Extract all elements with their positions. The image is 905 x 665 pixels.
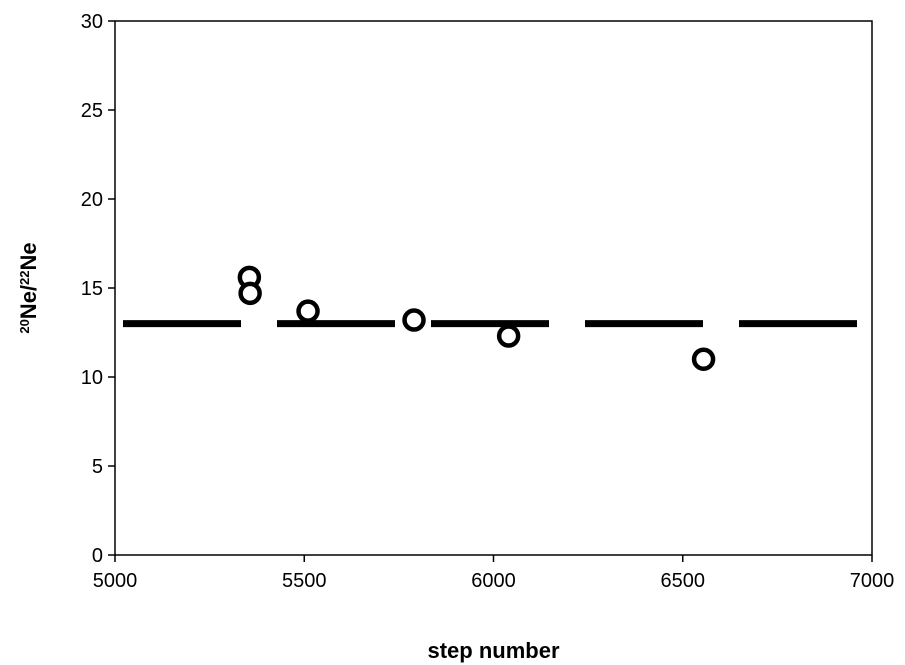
plot-frame — [114, 20, 873, 556]
x-tick-label: 7000 — [850, 570, 895, 592]
data-point — [402, 308, 426, 332]
x-axis: 5000 5500 6000 6500 7000 — [93, 555, 895, 592]
y-tick-label: 20 — [81, 189, 103, 211]
y-tick-label: 25 — [81, 100, 103, 122]
x-axis-title: step number — [427, 638, 559, 663]
y-tick-label: 5 — [92, 456, 103, 478]
data-point — [496, 324, 521, 348]
y-axis-title-sup2: 22 — [17, 270, 32, 284]
data-point — [296, 299, 320, 323]
y-axis-title: 20Ne/22Ne — [16, 242, 41, 333]
y-tick-label: 10 — [81, 367, 103, 389]
y-axis-title-sup1: 20 — [17, 319, 32, 333]
data-point — [238, 281, 262, 306]
y-axis-title-part1: Ne/ — [16, 285, 41, 319]
y-axis-title-part2: Ne — [16, 242, 41, 270]
x-tick-label: 5000 — [93, 570, 138, 592]
x-tick-label: 6000 — [471, 570, 516, 592]
y-tick-label: 30 — [81, 11, 103, 33]
x-tick-label: 6500 — [661, 570, 706, 592]
plot-area — [114, 20, 873, 556]
y-tick-label: 0 — [92, 545, 103, 567]
y-axis: 0 5 10 15 20 25 30 — [81, 11, 115, 567]
data-points — [237, 265, 716, 371]
x-tick-label: 5500 — [282, 570, 327, 592]
data-point — [691, 347, 716, 371]
y-tick-label: 15 — [81, 278, 103, 300]
